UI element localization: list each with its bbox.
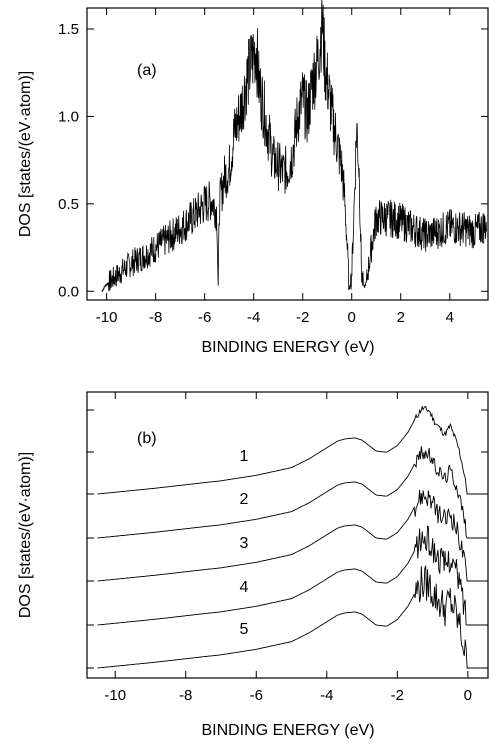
panel-a-x-tick-label: -2 [296,309,309,326]
panel-b-x-tick-label: -8 [179,687,192,704]
panel-a-x-tick-label: -6 [198,309,211,326]
panel-a-y-tick-label: 0.5 [58,196,79,213]
panel-b-x-tick-label: -10 [104,687,126,704]
panel-b-y-axis-label: DOS [states/(eV·atom)] [17,452,34,618]
panel-b-curve-1 [97,405,488,495]
panel-b-curve-label: 3 [240,535,249,552]
panel-b-curve-label: 5 [240,621,249,638]
panel-b-curve-3 [97,489,488,582]
panel-b-curve-4 [97,525,488,626]
panel-b-x-axis-label: BINDING ENERGY (eV) [201,722,374,739]
panel-a-y-tick-label: 1.5 [58,21,79,38]
panel-b-curve-label: 2 [240,491,249,508]
panel-a-x-tick-label: 0 [348,309,356,326]
panel-a-x-axis-label: BINDING ENERGY (eV) [201,339,374,356]
panel-b-x-tick-label: 0 [464,687,472,704]
panel-a-dos-line [101,0,487,293]
panel-a-label: (a) [137,62,157,79]
panel-b-curve-5 [97,565,488,669]
panel-a-y-tick-label: 0.0 [58,283,79,300]
panel-a-x-tick-label: 4 [446,309,454,326]
panel-b-curve-2 [97,446,488,539]
panel-b-x-tick-label: -4 [320,687,333,704]
panel-b-frame [86,391,489,679]
panel-a-x-tick-label: 2 [397,309,405,326]
panel-b-label: (b) [137,430,157,447]
panel-b-x-tick-label: -2 [391,687,404,704]
panel-b-curve-label: 1 [240,448,249,465]
panel-a-y-axis-label: DOS [states/(eV·atom)] [17,71,34,237]
panel-a-x-tick-label: -4 [247,309,260,326]
panel-a-y-tick-label: 1.0 [58,108,79,125]
panel-b-x-tick-label: -6 [250,687,263,704]
panel-a-x-tick-label: -10 [96,309,118,326]
panel-b-curve-label: 4 [240,579,249,596]
panel-a-frame [86,7,489,301]
panel-b: -10 -8 -6 -4 -2 0 1 2 3 4 5 (b) BINDING ENERGY (e… [17,391,489,739]
panel-a-x-tick-label: -8 [149,309,162,326]
panel-a: -10 -8 -6 -4 -2 0 2 4 0.0 0.5 1.0 1.5 (a) BINDING E… [17,0,489,356]
